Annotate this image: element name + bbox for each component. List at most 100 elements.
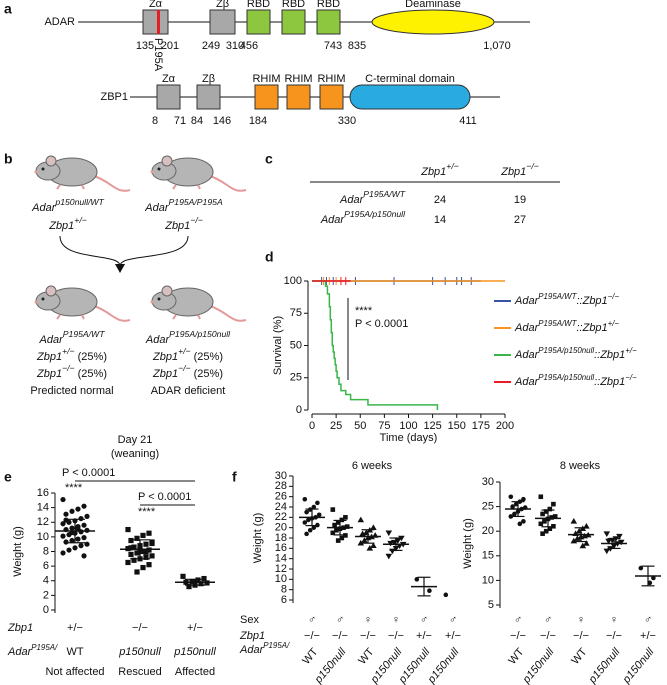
genotype-ratio: Zbp1+/− (25%) (152, 346, 223, 363)
data-point (63, 517, 69, 523)
text-part: Adar (339, 194, 365, 206)
text-part: Adar (514, 322, 540, 334)
data-point (508, 494, 514, 500)
text-part: Adar (514, 349, 540, 361)
row-value: p150null (520, 646, 557, 685)
text-part: +/− (178, 346, 190, 356)
data-point (311, 504, 317, 510)
y-tick-label: 50 (290, 339, 302, 351)
domain-label: Zα (149, 0, 163, 10)
text-part: Zbp1 (164, 220, 190, 232)
y-tick-label: 18 (275, 532, 287, 544)
row-value: −/− (132, 622, 148, 634)
data-point (547, 526, 553, 532)
row-value: p150null (586, 646, 623, 685)
domain-label: RBD (317, 0, 340, 10)
data-point (443, 592, 449, 598)
phenotype-note: Predicted normal (30, 385, 113, 397)
data-point (316, 512, 322, 518)
data-point (302, 520, 308, 525)
domain (254, 84, 279, 110)
text-part: (25%) (75, 351, 107, 363)
domain (371, 9, 495, 35)
data-point (60, 550, 66, 556)
row-label: Zbp1 (7, 622, 33, 634)
group-note: Rescued (118, 666, 161, 678)
row-value: ♀ (577, 614, 585, 626)
row-value: WT (356, 646, 376, 667)
data-point (60, 521, 66, 527)
text-part: P195A/p150null (169, 329, 231, 339)
data-point (603, 548, 611, 555)
text-part: Adar (144, 202, 170, 214)
data-point (605, 538, 612, 545)
data-point (510, 504, 515, 509)
y-tick-label: 10 (37, 531, 49, 543)
text-part: −/− (625, 373, 637, 382)
data-point (330, 530, 336, 536)
text-part: −/− (62, 363, 74, 373)
genotype-ratio: Zbp1−/− (25%) (36, 363, 107, 380)
group-note: Not affected (45, 666, 104, 678)
y-axis-label: Weight (g) (252, 513, 264, 564)
cell: 19 (514, 194, 526, 206)
domain (349, 84, 471, 110)
residue-number: 146 (213, 115, 231, 127)
row-value: WT (506, 646, 526, 667)
text-part: p150null/WT (54, 197, 104, 207)
text-part: −/− (526, 161, 538, 171)
domain (286, 84, 311, 110)
panel-label: d (265, 249, 274, 265)
domain-label: Deaminase (405, 0, 461, 10)
residue-number: 8 (152, 115, 158, 127)
mouse-icon (149, 285, 247, 322)
data-point (366, 545, 374, 551)
residue-number: 184 (249, 115, 267, 127)
mutation-site (157, 10, 160, 34)
data-point (311, 525, 317, 530)
text-part: Zbp1 (152, 368, 178, 380)
legend-label: AdarP195A/WT::Zbp1−/− (514, 292, 619, 307)
row-value: p150null (620, 646, 657, 685)
row-value: −/− (510, 630, 526, 642)
text-part: Adar (39, 334, 65, 346)
data-point (307, 527, 313, 533)
x-tick-label: 0 (309, 420, 315, 432)
data-point (63, 539, 69, 545)
significance-stars: **** (65, 482, 83, 494)
data-point (538, 494, 544, 500)
y-tick-label: 15 (482, 550, 494, 562)
data-point (128, 545, 134, 551)
text-part: +/− (74, 215, 86, 225)
text-part: P195A/p150null (538, 346, 594, 355)
p-value: P < 0.0001 (355, 318, 408, 330)
data-point (146, 530, 152, 536)
data-point (581, 532, 588, 539)
data-point (370, 524, 377, 530)
row-value: ♀ (392, 614, 400, 626)
row-value: ♂ (514, 614, 522, 626)
row-value: −/− (606, 630, 622, 642)
data-point (81, 553, 87, 559)
y-tick-label: 20 (482, 525, 494, 537)
data-point (84, 541, 90, 547)
row-value: ♀ (364, 614, 372, 626)
residue-number: 249 (202, 40, 220, 52)
significance-stars: **** (355, 305, 373, 317)
data-point (143, 541, 149, 547)
text-part: Zbp1 (500, 166, 526, 178)
row-value: ♂ (449, 614, 457, 626)
data-point (78, 515, 84, 522)
data-point (638, 565, 644, 571)
data-point (357, 516, 365, 523)
data-point (302, 496, 308, 502)
data-point (315, 500, 320, 506)
row-header: AdarP195A/p150null (320, 209, 406, 226)
data-point (69, 525, 75, 531)
protein-name: ADAR (44, 16, 75, 28)
panel-label: b (4, 151, 13, 167)
data-point (180, 573, 186, 579)
data-point (385, 553, 393, 560)
data-point (75, 506, 81, 512)
data-point (125, 559, 131, 566)
